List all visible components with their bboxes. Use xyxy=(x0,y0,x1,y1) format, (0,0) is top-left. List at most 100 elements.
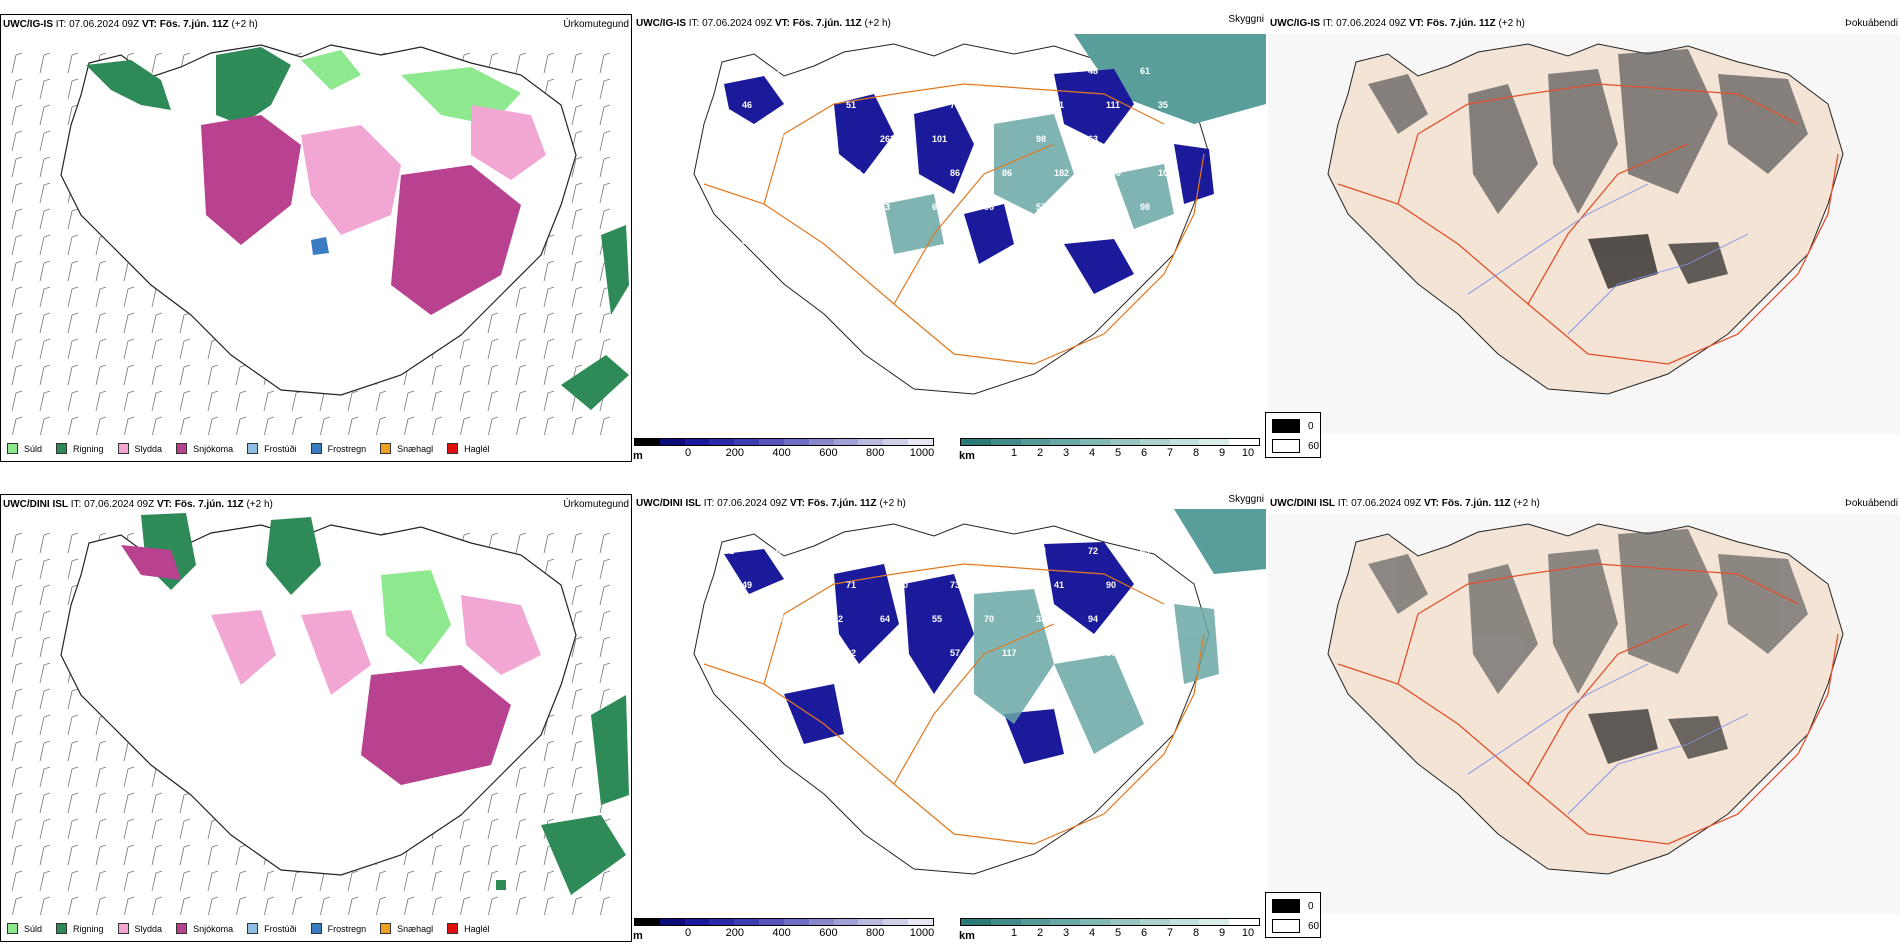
legend-label: Haglél xyxy=(464,923,490,934)
colorbar-cell xyxy=(908,439,933,445)
visibility-value-label: 98 xyxy=(1036,134,1046,144)
wind-barb xyxy=(543,532,555,554)
wind-barb xyxy=(515,792,527,814)
wind-barb xyxy=(95,766,107,788)
wind-barb xyxy=(516,416,527,435)
wind-barb xyxy=(39,740,51,762)
iceland-outline xyxy=(60,524,577,876)
visibility-value-label: 56 xyxy=(776,202,786,212)
wind-barb xyxy=(123,286,135,308)
wind-barb xyxy=(39,156,51,178)
wind-barb xyxy=(67,532,79,554)
visibility-value-label: 53 xyxy=(1140,134,1150,144)
panel-title: UWC/IG-IS IT: 07.06.2024 09Z VT: Fös. 7.… xyxy=(1270,18,1525,29)
wind-barb xyxy=(11,338,23,360)
colorbar-cell xyxy=(961,439,991,445)
roads xyxy=(1337,83,1839,365)
wind-barb xyxy=(376,896,387,915)
colorbar-tick-label: 9 xyxy=(1218,927,1226,939)
wind-barb xyxy=(347,390,359,412)
iceland-land xyxy=(1327,523,1844,875)
visibility-value-label: 94 xyxy=(1088,614,1098,624)
visibility-value-label: 55 xyxy=(794,100,804,110)
legend-label: Haglél xyxy=(464,443,490,454)
legend-label: Snæhagl xyxy=(397,923,434,934)
colorbar-cell xyxy=(1199,919,1230,925)
wind-barb xyxy=(11,818,23,840)
visibility-value-label: 63 xyxy=(880,202,890,212)
wind-barb xyxy=(123,338,135,360)
wind-barb xyxy=(11,558,23,580)
wind-barb xyxy=(11,390,23,412)
wind-barb xyxy=(39,104,51,126)
sea-visibility-patch xyxy=(1174,509,1266,574)
wind-barb xyxy=(67,740,79,762)
visibility-panel-top: 881 75 66 84 81 67 73 48 61 46 55 51 50 73 57 51 111 35 43… xyxy=(633,14,1266,462)
wind-barb xyxy=(39,844,51,866)
visibility-value-label: 61 xyxy=(1140,66,1150,76)
lead-time: (+2 h) xyxy=(864,18,891,29)
colorbar-cell xyxy=(883,439,909,445)
wind-barb xyxy=(67,558,79,580)
wind-barb xyxy=(431,844,443,866)
colorbar-cell xyxy=(990,439,1021,445)
visibility-value-label: 73 xyxy=(1036,66,1046,76)
wind-barb xyxy=(571,234,583,256)
wind-barb xyxy=(123,844,135,866)
wind-barb xyxy=(96,896,107,915)
wind-barb xyxy=(571,714,583,736)
wind-barb xyxy=(123,870,135,892)
wind-barb xyxy=(11,870,23,892)
visibility-value-label: 51 xyxy=(846,100,856,110)
visibility-value-label: 75 xyxy=(776,66,786,76)
init-time: IT: 07.06.2024 09Z xyxy=(1337,498,1422,509)
wind-barb xyxy=(151,818,163,840)
fog-legend-black-row: 0 xyxy=(1272,899,1314,913)
visibility-value-label: 201 xyxy=(794,168,809,178)
wind-barb xyxy=(600,896,611,915)
legend-swatch xyxy=(56,443,68,454)
panel-name: Skyggni xyxy=(1228,14,1264,25)
wind-barb xyxy=(459,870,471,892)
wind-barb xyxy=(39,766,51,788)
colorbar-tick-label: 9 xyxy=(1218,447,1226,459)
wind-barb xyxy=(263,390,275,412)
wind-barb xyxy=(599,662,611,684)
model-name: UWC/IG-IS xyxy=(636,18,686,29)
legend-swatch xyxy=(247,923,259,934)
colorbar-tick-label: 7 xyxy=(1166,447,1174,459)
visibility-value-label: 254 xyxy=(898,168,913,178)
visibility-value-label: 63 xyxy=(776,546,786,556)
low-visibility-areas xyxy=(724,542,1134,764)
wind-barb xyxy=(375,870,387,892)
legend-item: Snjókoma xyxy=(176,443,233,454)
wind-barb xyxy=(207,870,219,892)
wind-barb xyxy=(571,792,583,814)
visibility-panel-bottom: 31 63 91 60 62 49 73 72 69 49 46 71 50 73 44 41 90 105 111… xyxy=(633,494,1266,942)
wind-barb xyxy=(543,792,555,814)
legend-item: Frostúði xyxy=(247,923,297,934)
legend-item: Rigning xyxy=(56,443,104,454)
wind-barb xyxy=(11,740,23,762)
wind-barb xyxy=(544,416,555,435)
wind-barb xyxy=(123,312,135,334)
rivers xyxy=(1467,183,1749,335)
legend-swatch xyxy=(380,443,392,454)
colorbar-cell xyxy=(1229,919,1259,925)
colorbar-cell xyxy=(1109,439,1140,445)
wind-barb xyxy=(67,792,79,814)
visibility-value-label: 86 xyxy=(950,168,960,178)
panel-title: UWC/DINI ISL IT: 07.06.2024 09Z VT: Fös.… xyxy=(3,499,273,510)
white-label: 60 xyxy=(1308,440,1320,452)
visibility-value-label: 60 xyxy=(880,546,890,556)
colorbar-tick-label: 600 xyxy=(819,447,838,459)
colorbar-cell xyxy=(1169,919,1200,925)
colorbar-ticks: 1 2 3 4 5 6 7 8 9 10 xyxy=(960,446,1260,460)
legend-label: Slydda xyxy=(134,443,163,454)
wind-barb xyxy=(571,636,583,658)
wind-barb xyxy=(487,818,499,840)
wind-barb xyxy=(376,416,387,435)
precip-map-bottom xyxy=(11,513,629,915)
wind-barb xyxy=(543,740,555,762)
wind-barb xyxy=(39,208,51,230)
